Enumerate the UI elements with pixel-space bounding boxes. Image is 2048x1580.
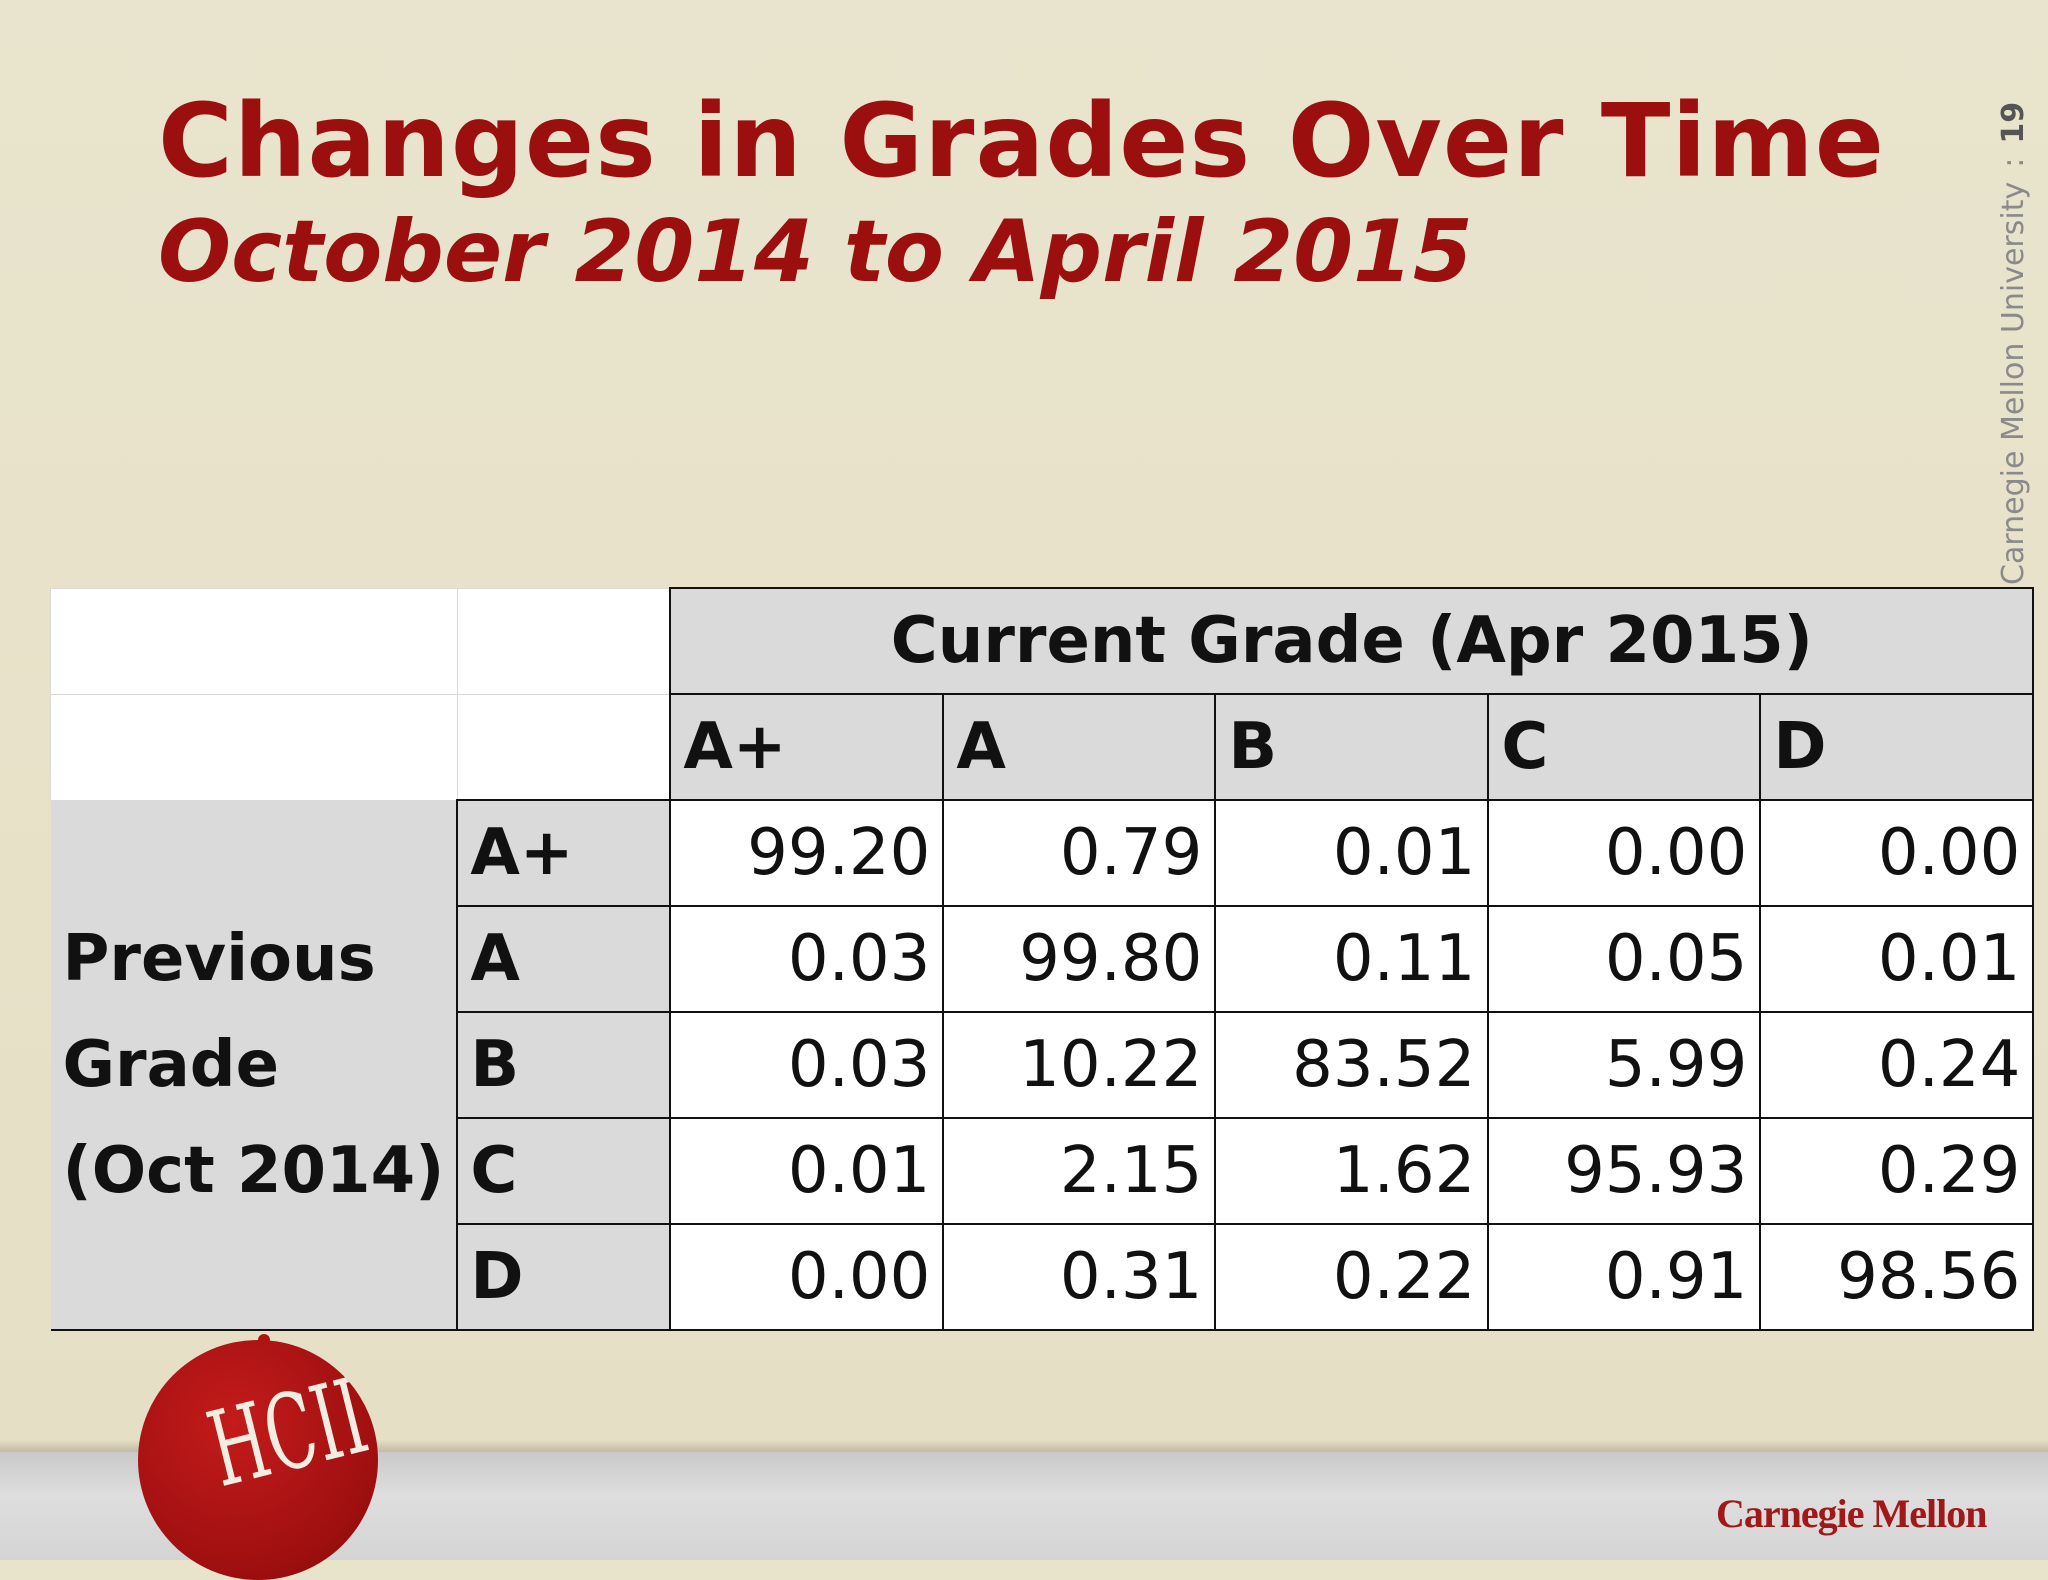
hcii-logo-text: HCII (197, 1354, 378, 1511)
slide-title: Changes in Grades Over Time (158, 82, 1885, 201)
table-cell: 2.15 (942, 1117, 1217, 1225)
table-cell: 83.52 (1214, 1011, 1490, 1119)
table-header-row-2: A+ A B C D (50, 693, 2035, 801)
table-cell: 0.01 (1214, 799, 1490, 907)
footer-separator: : (1996, 157, 2031, 168)
row-header: C (456, 1117, 672, 1225)
blank-cell (50, 693, 458, 801)
table-cell: 98.56 (1759, 1223, 2035, 1331)
grade-transition-table: Current Grade (Apr 2015) A+ A B C D Prev… (50, 587, 2035, 1331)
side-footer: Carnegie Mellon University : 19 (1996, 102, 2031, 585)
table-row: Previous Grade (Oct 2014) A+ 99.20 0.79 … (50, 799, 2035, 1331)
table-cell: 0.03 (669, 1011, 945, 1119)
blank-cell (50, 587, 458, 695)
table-cell: 0.01 (1759, 905, 2035, 1013)
previous-label-line: Previous (62, 921, 376, 996)
carnegie-mellon-wordmark: Carnegie Mellon (1716, 1491, 1987, 1536)
column-header: A (942, 693, 1217, 801)
column-header: A+ (669, 693, 945, 801)
column-header: C (1487, 693, 1762, 801)
table-cell: 0.24 (1759, 1011, 2035, 1119)
table-row: A 0.03 99.80 0.11 0.05 0.01 (51, 905, 2035, 1013)
blank-cell (456, 587, 671, 695)
column-header: B (1214, 693, 1490, 801)
table-cell: 0.29 (1759, 1117, 2035, 1225)
table-cell: 0.91 (1487, 1223, 1762, 1331)
blank-cell (456, 693, 671, 801)
slide-subtitle: October 2014 to April 2015 (158, 202, 1473, 302)
table-cell: 10.22 (942, 1011, 1217, 1119)
table-cell: 0.03 (669, 905, 945, 1013)
table-cell: 95.93 (1487, 1117, 1762, 1225)
row-header: A+ (456, 799, 672, 907)
current-grade-header: Current Grade (Apr 2015) (669, 587, 2035, 695)
table-cell: 99.80 (942, 905, 1217, 1013)
table-cell: 0.31 (942, 1223, 1217, 1331)
previous-grade-label: Previous Grade (Oct 2014) (50, 800, 458, 1331)
row-header: A (456, 905, 672, 1013)
table-cell: 0.01 (669, 1117, 945, 1225)
table-header-row-1: Current Grade (Apr 2015) (50, 587, 2035, 695)
row-header: B (456, 1011, 672, 1119)
table-cell: 0.11 (1214, 905, 1490, 1013)
table-cell: 99.20 (669, 799, 945, 907)
table-row: D 0.00 0.31 0.22 0.91 98.56 (51, 1223, 2035, 1331)
footer-divider (0, 1440, 2048, 1454)
table-cell: 1.62 (1214, 1117, 1490, 1225)
table-cell: 5.99 (1487, 1011, 1762, 1119)
previous-label-line: (Oct 2014) (62, 1133, 445, 1208)
table-row: B 0.03 10.22 83.52 5.99 0.24 (51, 1011, 2035, 1119)
table-cell: 0.22 (1214, 1223, 1490, 1331)
previous-label-line: Grade (62, 1027, 280, 1102)
table-row: C 0.01 2.15 1.62 95.93 0.29 (51, 1117, 2035, 1225)
column-header: D (1759, 693, 2035, 801)
table-cell: 0.00 (669, 1223, 945, 1331)
hcii-logo: HCII (138, 1340, 378, 1580)
table-cell: 0.05 (1487, 905, 1762, 1013)
row-header: D (456, 1223, 672, 1331)
footer-org: Carnegie Mellon University (1996, 181, 2031, 585)
page-number: 19 (1996, 101, 2031, 144)
table-cell: 0.00 (1487, 799, 1762, 907)
table-cell: 0.79 (942, 799, 1217, 907)
table-cell: 0.00 (1759, 799, 2035, 907)
